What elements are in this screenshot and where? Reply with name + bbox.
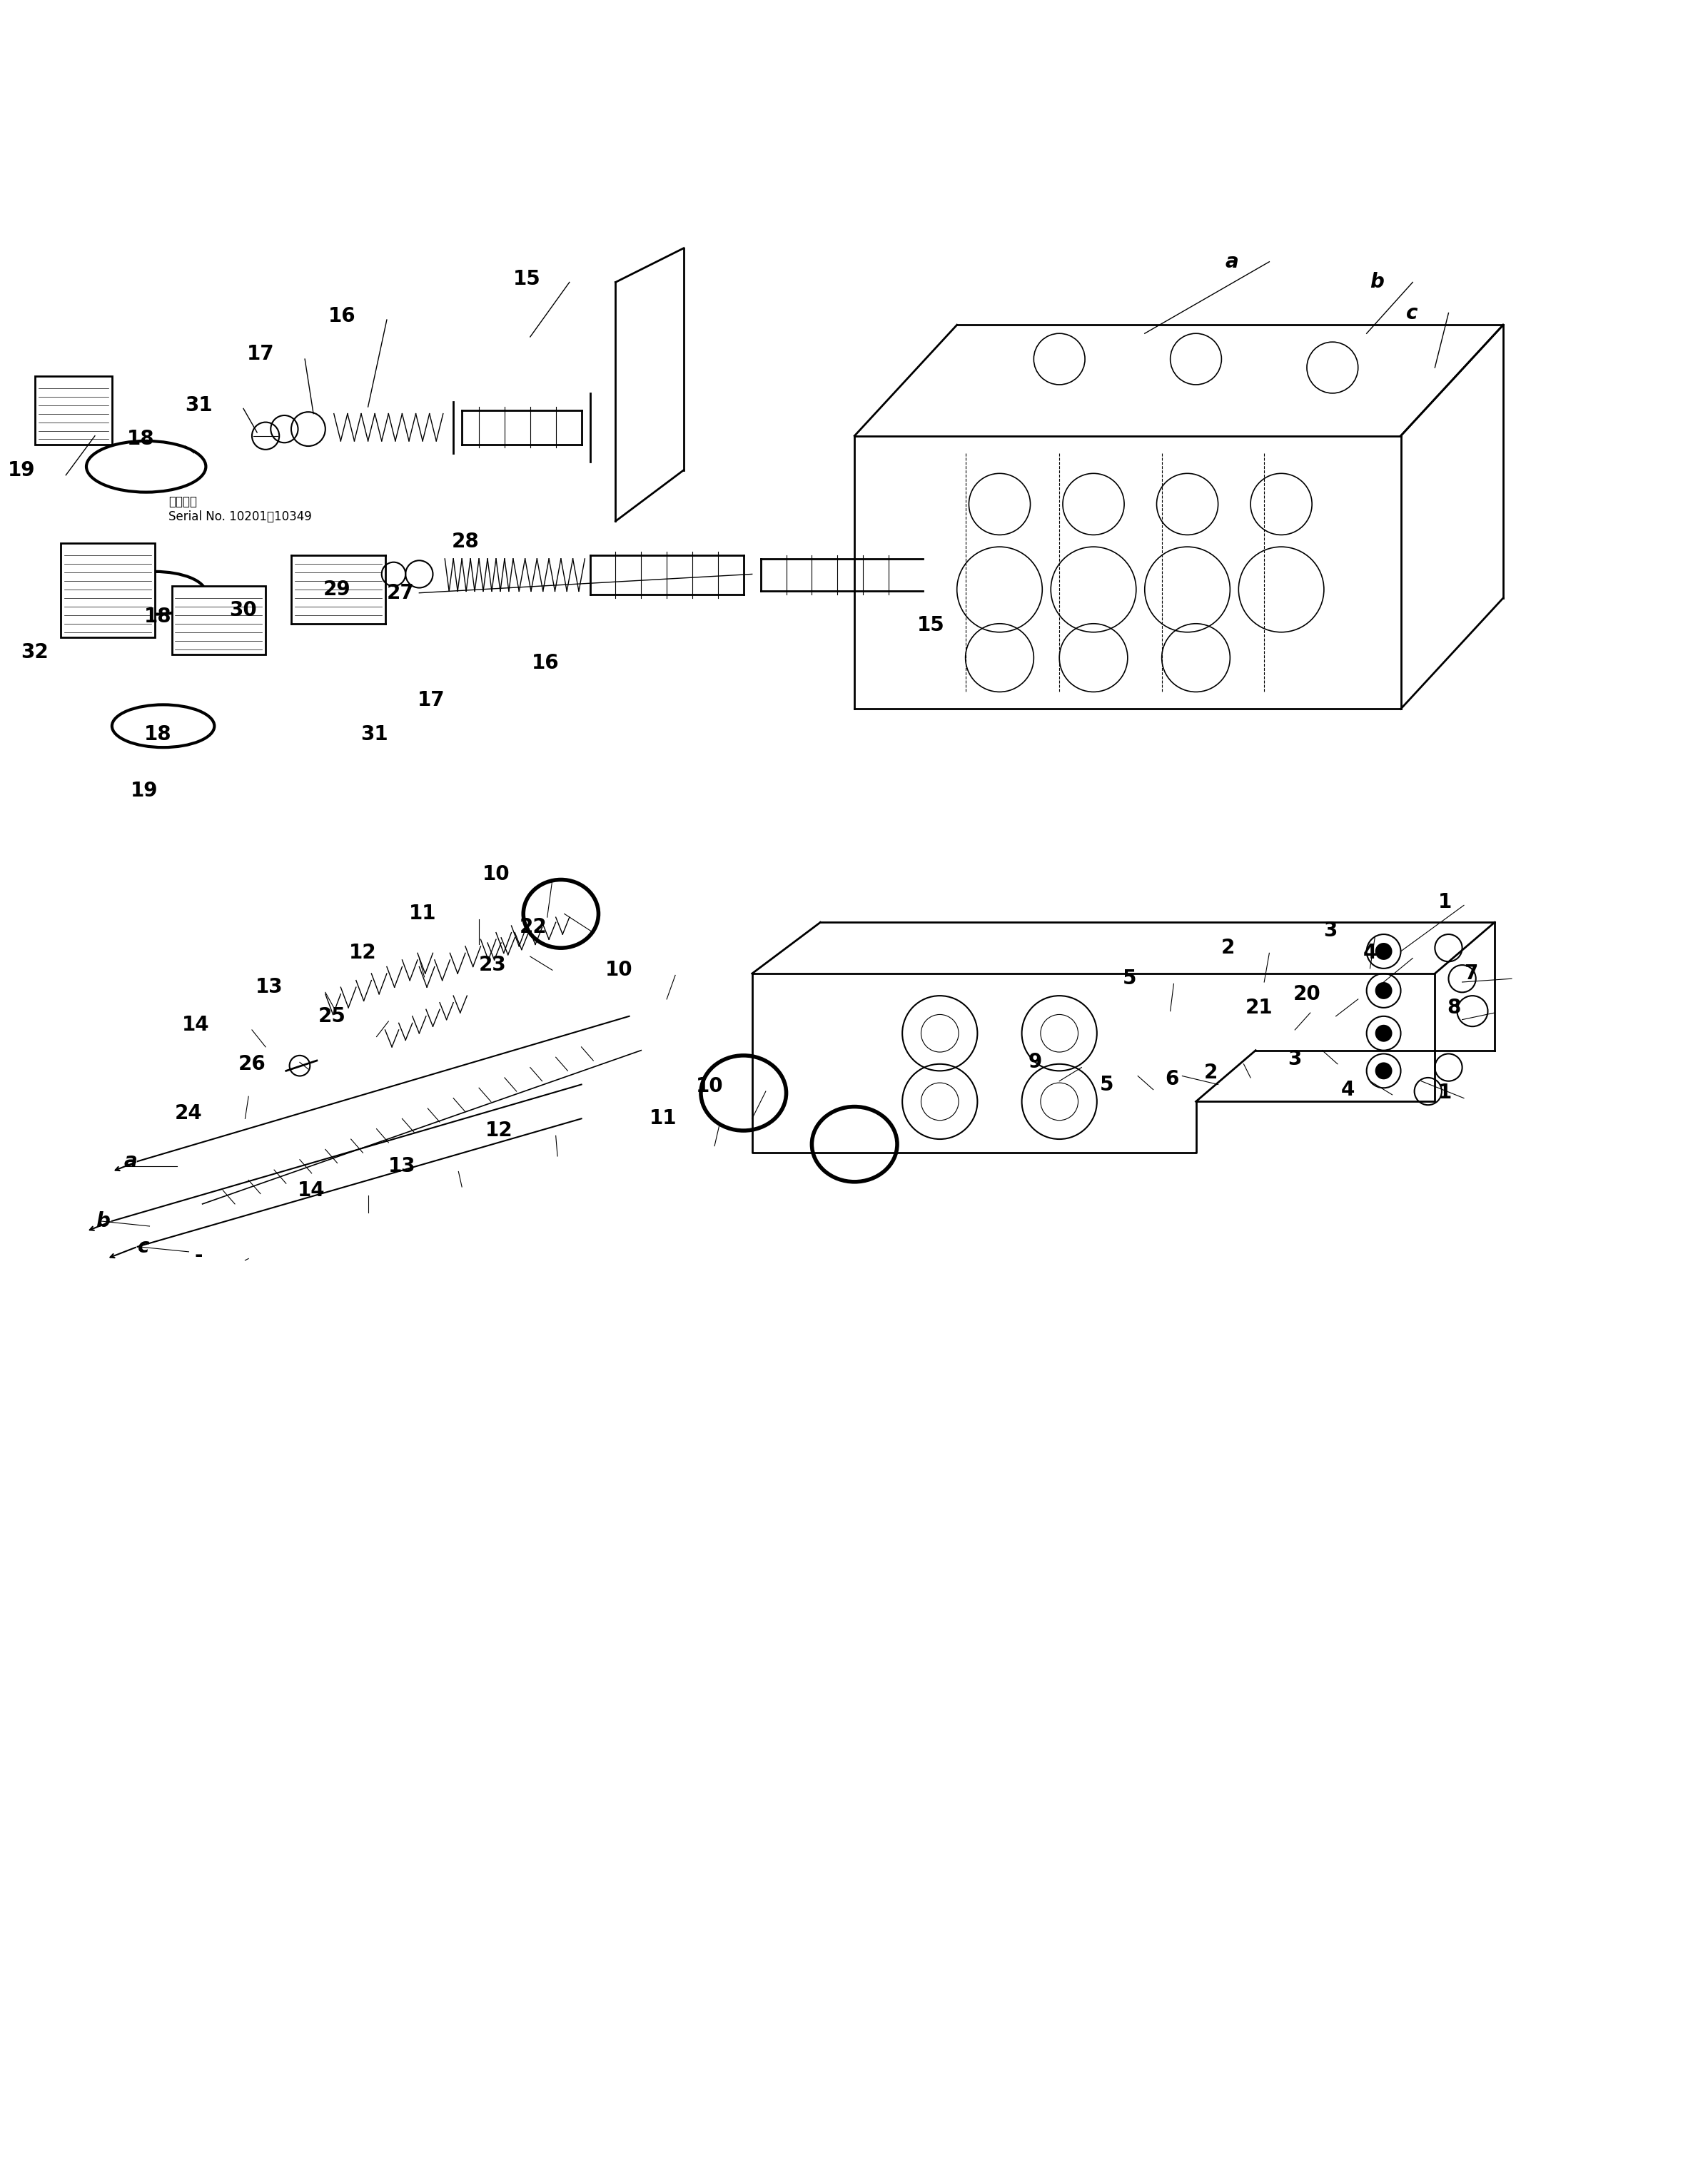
Text: 26: 26 bbox=[237, 1054, 265, 1074]
Text: 2: 2 bbox=[1221, 937, 1235, 959]
Bar bbox=[173, 586, 265, 655]
Text: 29: 29 bbox=[323, 579, 350, 599]
Text: 10: 10 bbox=[482, 865, 509, 885]
Text: 10: 10 bbox=[695, 1076, 722, 1095]
Text: 7: 7 bbox=[1464, 963, 1477, 983]
Text: 適用号機
Serial No. 10201～10349: 適用号機 Serial No. 10201～10349 bbox=[169, 495, 311, 523]
Text: 23: 23 bbox=[478, 954, 506, 976]
Text: 17: 17 bbox=[246, 345, 273, 364]
Text: 22: 22 bbox=[519, 917, 547, 937]
Text: c: c bbox=[138, 1236, 150, 1256]
Text: 16: 16 bbox=[531, 653, 559, 672]
Text: 1: 1 bbox=[1438, 891, 1452, 911]
Bar bbox=[36, 375, 113, 445]
Text: 4: 4 bbox=[1363, 944, 1377, 963]
Text: b: b bbox=[1370, 273, 1383, 293]
Text: 24: 24 bbox=[174, 1104, 203, 1124]
Text: 5: 5 bbox=[1122, 970, 1136, 989]
Circle shape bbox=[1375, 1063, 1392, 1080]
Text: 20: 20 bbox=[1293, 985, 1320, 1004]
Text: a: a bbox=[1225, 252, 1238, 271]
Text: 18: 18 bbox=[143, 607, 173, 627]
Circle shape bbox=[1375, 983, 1392, 1000]
Text: 16: 16 bbox=[328, 306, 355, 325]
Text: 30: 30 bbox=[229, 601, 258, 620]
Text: 11: 11 bbox=[408, 904, 436, 924]
Text: 25: 25 bbox=[318, 1006, 345, 1026]
Text: 3: 3 bbox=[1324, 922, 1337, 941]
Text: 14: 14 bbox=[181, 1015, 210, 1035]
Text: 6: 6 bbox=[1165, 1069, 1179, 1089]
Text: 19: 19 bbox=[7, 460, 36, 479]
Text: 8: 8 bbox=[1447, 998, 1460, 1017]
Text: 14: 14 bbox=[297, 1180, 325, 1199]
Text: -: - bbox=[195, 1245, 203, 1265]
Text: 28: 28 bbox=[451, 531, 478, 551]
Text: 4: 4 bbox=[1341, 1080, 1354, 1100]
Text: 19: 19 bbox=[130, 781, 159, 800]
Text: 5: 5 bbox=[1100, 1074, 1114, 1095]
Circle shape bbox=[1375, 944, 1392, 961]
Text: 31: 31 bbox=[360, 724, 388, 744]
Text: 1: 1 bbox=[1438, 1082, 1452, 1104]
Text: 3: 3 bbox=[1288, 1050, 1301, 1069]
Text: 12: 12 bbox=[485, 1121, 512, 1141]
Text: 32: 32 bbox=[20, 642, 50, 664]
Text: c: c bbox=[1406, 304, 1418, 323]
Text: 15: 15 bbox=[917, 616, 945, 636]
Bar bbox=[61, 544, 155, 638]
Text: b: b bbox=[96, 1210, 111, 1232]
Text: 13: 13 bbox=[254, 978, 282, 998]
Text: 17: 17 bbox=[417, 690, 444, 711]
Text: 13: 13 bbox=[388, 1156, 415, 1176]
Text: 10: 10 bbox=[605, 961, 632, 980]
Text: 12: 12 bbox=[348, 944, 376, 963]
Text: 18: 18 bbox=[126, 429, 155, 449]
Text: 27: 27 bbox=[386, 583, 413, 603]
Text: a: a bbox=[125, 1152, 138, 1171]
Text: 18: 18 bbox=[143, 724, 173, 744]
Circle shape bbox=[1375, 1024, 1392, 1041]
Text: 2: 2 bbox=[1204, 1063, 1218, 1082]
Text: 31: 31 bbox=[184, 395, 214, 414]
Text: 11: 11 bbox=[649, 1108, 676, 1128]
Text: 21: 21 bbox=[1245, 998, 1272, 1017]
Text: 9: 9 bbox=[1028, 1052, 1042, 1071]
Text: 15: 15 bbox=[512, 269, 540, 288]
